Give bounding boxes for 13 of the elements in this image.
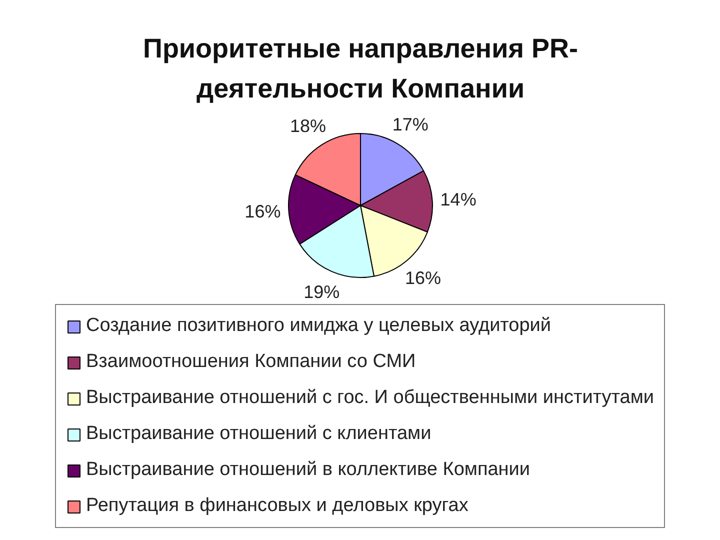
data-label: 19%: [304, 282, 340, 302]
legend-label: Создание позитивного имиджа у целевых аудиторий: [86, 315, 552, 337]
legend-label: Выстраивание отношений в коллективе Компании: [86, 459, 530, 481]
data-label: 18%: [290, 116, 326, 136]
data-label: 16%: [244, 201, 281, 222]
data-label: 16%: [404, 268, 441, 288]
legend-label: Взаимоотношения Компании со СМИ: [86, 351, 416, 373]
data-label: 14%: [440, 190, 476, 210]
data-label: 17%: [392, 114, 428, 135]
chart-title: Приоритетные направления PR-деятельности Компании: [143, 34, 578, 104]
legend-label: Репутация в финансовых и деловых кругах: [86, 495, 468, 517]
legend-label: Выстраивание отношений с гос. И общественными институтами: [86, 387, 654, 409]
legend-label: Выстраивание отношений с клиентами: [86, 423, 432, 445]
